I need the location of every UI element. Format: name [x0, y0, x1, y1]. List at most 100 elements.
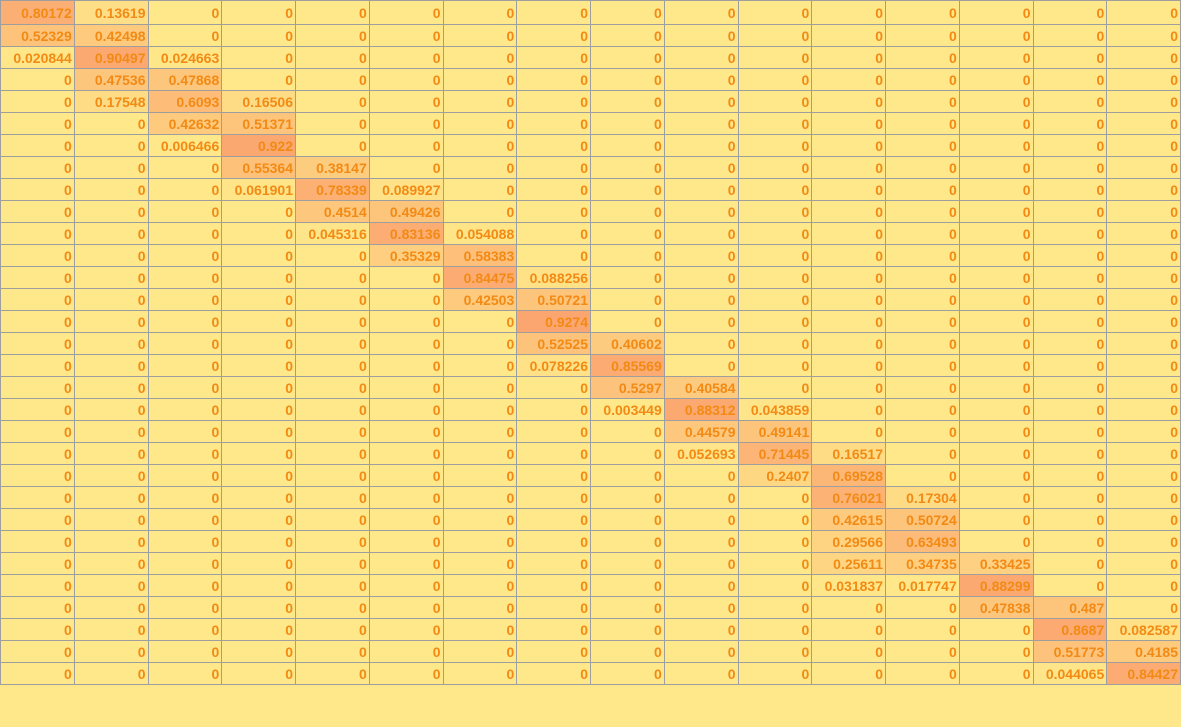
grid-cell[interactable]: 0 — [737, 354, 813, 377]
grid-cell[interactable]: 0 — [885, 288, 960, 311]
grid-cell[interactable]: 0 — [73, 244, 149, 267]
grid-cell[interactable]: 0 — [73, 222, 149, 245]
grid-cell[interactable]: 0 — [737, 134, 813, 157]
grid-cell[interactable]: 0 — [516, 530, 591, 553]
grid-cell[interactable]: 0 — [442, 90, 518, 113]
grid-cell[interactable]: 0.42615 — [811, 508, 886, 531]
grid-cell[interactable]: 0 — [1032, 332, 1108, 355]
grid-cell[interactable]: 0 — [1106, 266, 1181, 289]
grid-cell[interactable]: 0 — [442, 376, 518, 399]
grid-cell[interactable]: 0 — [442, 200, 518, 223]
grid-cell[interactable]: 0 — [295, 574, 370, 597]
grid-cell[interactable]: 0 — [663, 266, 739, 289]
grid-cell[interactable]: 0 — [737, 222, 813, 245]
grid-cell[interactable]: 0 — [663, 596, 739, 619]
grid-cell[interactable]: 0 — [1032, 90, 1108, 113]
grid-cell[interactable]: 0 — [147, 596, 223, 619]
grid-cell[interactable]: 0 — [147, 530, 223, 553]
grid-cell[interactable]: 0 — [1032, 442, 1108, 465]
grid-cell[interactable]: 0 — [885, 112, 960, 135]
grid-cell[interactable]: 0 — [811, 640, 886, 663]
grid-cell[interactable]: 0.017747 — [885, 574, 960, 597]
grid-cell[interactable]: 0 — [295, 464, 370, 487]
grid-cell[interactable]: 0 — [442, 420, 518, 443]
grid-cell[interactable]: 0 — [368, 552, 444, 575]
grid-cell[interactable]: 0 — [590, 90, 665, 113]
grid-cell[interactable]: 0 — [73, 618, 149, 641]
grid-cell[interactable]: 0 — [811, 354, 886, 377]
grid-cell[interactable]: 0 — [221, 332, 296, 355]
grid-cell[interactable]: 0 — [1106, 244, 1181, 267]
grid-cell[interactable]: 0.63493 — [885, 530, 960, 553]
grid-cell[interactable]: 0 — [0, 486, 75, 509]
grid-cell[interactable]: 0 — [147, 354, 223, 377]
grid-cell[interactable]: 0 — [221, 486, 296, 509]
grid-cell[interactable]: 0 — [1106, 442, 1181, 465]
grid-cell[interactable]: 0 — [516, 134, 591, 157]
grid-cell[interactable]: 0 — [368, 90, 444, 113]
grid-cell[interactable]: 0 — [147, 640, 223, 663]
grid-cell[interactable]: 0 — [295, 134, 370, 157]
grid-cell[interactable]: 0 — [73, 156, 149, 179]
grid-cell[interactable]: 0 — [1106, 178, 1181, 201]
grid-cell[interactable]: 0 — [73, 200, 149, 223]
grid-cell[interactable]: 0 — [147, 178, 223, 201]
grid-cell[interactable]: 0 — [0, 68, 75, 91]
grid-cell[interactable]: 0 — [516, 68, 591, 91]
grid-cell[interactable]: 0.043859 — [737, 398, 813, 421]
grid-cell[interactable]: 0 — [590, 596, 665, 619]
grid-cell[interactable]: 0 — [368, 266, 444, 289]
grid-cell[interactable]: 0 — [516, 200, 591, 223]
grid-cell[interactable]: 0 — [1106, 24, 1181, 47]
grid-cell[interactable]: 0 — [147, 222, 223, 245]
grid-cell[interactable]: 0 — [221, 618, 296, 641]
grid-cell[interactable]: 0 — [663, 0, 739, 25]
grid-cell[interactable]: 0 — [73, 178, 149, 201]
grid-cell[interactable]: 0 — [147, 376, 223, 399]
grid-cell[interactable]: 0 — [590, 420, 665, 443]
grid-cell[interactable]: 0 — [295, 486, 370, 509]
grid-cell[interactable]: 0 — [885, 46, 960, 69]
grid-cell[interactable]: 0 — [885, 90, 960, 113]
grid-cell[interactable]: 0 — [0, 552, 75, 575]
grid-cell[interactable]: 0 — [737, 310, 813, 333]
grid-cell[interactable]: 0 — [221, 310, 296, 333]
grid-cell[interactable]: 0 — [663, 178, 739, 201]
grid-cell[interactable]: 0 — [147, 574, 223, 597]
grid-cell[interactable]: 0.922 — [221, 134, 296, 157]
grid-cell[interactable]: 0 — [0, 310, 75, 333]
grid-cell[interactable]: 0 — [885, 420, 960, 443]
grid-cell[interactable]: 0.487 — [1032, 596, 1108, 619]
grid-cell[interactable]: 0 — [0, 112, 75, 135]
grid-cell[interactable]: 0.49426 — [368, 200, 444, 223]
grid-cell[interactable]: 0 — [811, 244, 886, 267]
grid-cell[interactable]: 0 — [295, 310, 370, 333]
grid-cell[interactable]: 0 — [442, 332, 518, 355]
grid-cell[interactable]: 0.16517 — [811, 442, 886, 465]
grid-cell[interactable]: 0 — [516, 640, 591, 663]
grid-cell[interactable]: 0 — [295, 244, 370, 267]
grid-cell[interactable]: 0.054088 — [442, 222, 518, 245]
grid-cell[interactable]: 0.8687 — [1032, 618, 1108, 641]
grid-cell[interactable]: 0.84427 — [1106, 662, 1181, 685]
grid-cell[interactable]: 0 — [221, 200, 296, 223]
grid-cell[interactable]: 0 — [516, 464, 591, 487]
grid-cell[interactable]: 0.2407 — [737, 464, 813, 487]
grid-cell[interactable]: 0 — [368, 420, 444, 443]
grid-cell[interactable]: 0 — [0, 134, 75, 157]
grid-cell[interactable]: 0 — [737, 178, 813, 201]
grid-cell[interactable]: 0 — [0, 354, 75, 377]
grid-cell[interactable]: 0 — [663, 662, 739, 685]
grid-cell[interactable]: 0 — [516, 90, 591, 113]
grid-cell[interactable]: 0.40584 — [663, 376, 739, 399]
grid-cell[interactable]: 0 — [1032, 552, 1108, 575]
grid-cell[interactable]: 0 — [885, 398, 960, 421]
grid-cell[interactable]: 0.045316 — [295, 222, 370, 245]
grid-cell[interactable]: 0 — [1032, 0, 1108, 25]
grid-cell[interactable]: 0 — [1032, 178, 1108, 201]
grid-cell[interactable]: 0 — [221, 0, 296, 25]
grid-cell[interactable]: 0 — [442, 486, 518, 509]
grid-cell[interactable]: 0.006466 — [147, 134, 223, 157]
grid-cell[interactable]: 0 — [737, 156, 813, 179]
grid-cell[interactable]: 0 — [1032, 574, 1108, 597]
